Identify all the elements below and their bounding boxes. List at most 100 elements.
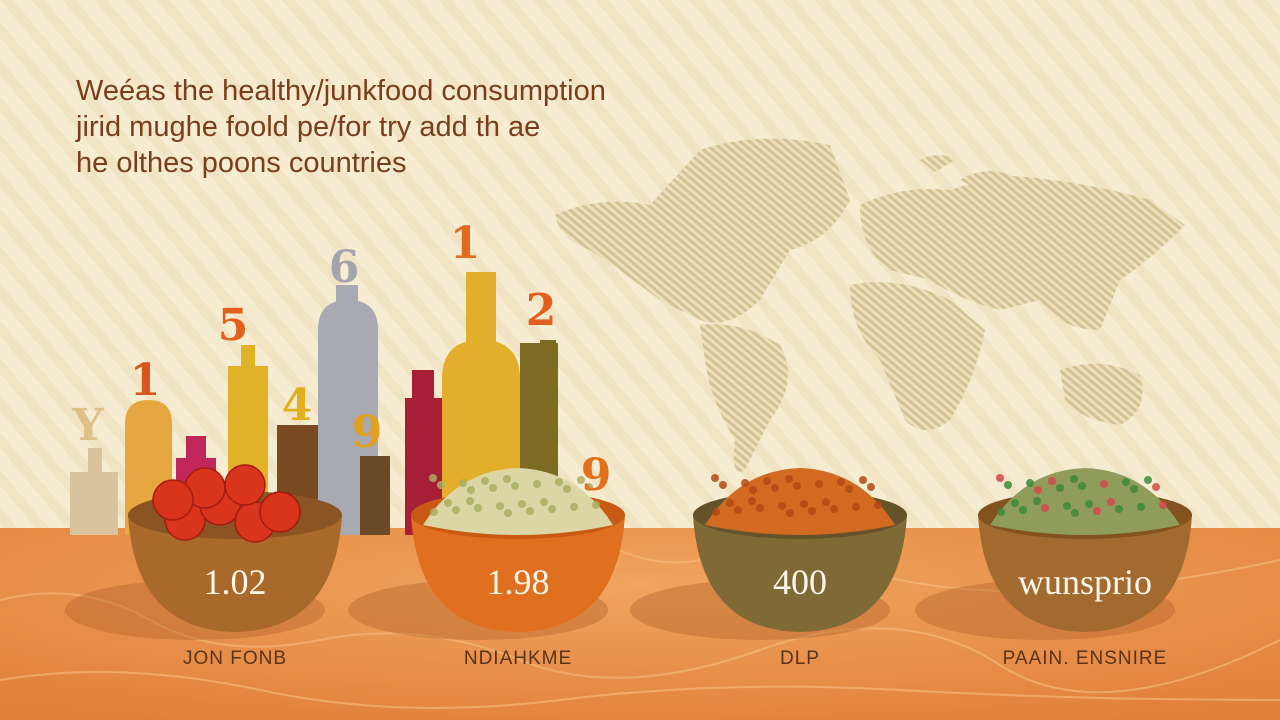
- food-bit: [1048, 477, 1056, 485]
- map-north-america: [555, 138, 850, 323]
- food-bit: [1137, 503, 1145, 511]
- food-bit: [830, 505, 838, 513]
- bottle: [70, 472, 118, 535]
- food-bit: [592, 501, 600, 509]
- map-eurasia: [860, 175, 1185, 330]
- food-bit: [1152, 483, 1160, 491]
- bottle-number: 6: [329, 242, 360, 293]
- food-bit: [1063, 502, 1071, 510]
- title-line: jirid mughe foold pe/for try add th ae: [75, 111, 540, 143]
- food-bit: [474, 504, 482, 512]
- map-australia: [1060, 363, 1143, 425]
- bowl-label: 1.98: [487, 562, 550, 602]
- bowls: [65, 464, 1192, 640]
- bowl-caption: DLP: [780, 648, 820, 669]
- food-bit: [1122, 478, 1130, 486]
- food-bit: [741, 479, 749, 487]
- food-bit: [555, 478, 563, 486]
- food-bit: [712, 508, 720, 516]
- food-bit: [1078, 482, 1086, 490]
- food-bit: [711, 474, 719, 482]
- food-bit: [726, 499, 734, 507]
- bowl-caption: PAAIN. ENSNIRE: [1003, 648, 1168, 669]
- food-bit: [1056, 484, 1064, 492]
- food-bit: [429, 474, 437, 482]
- bowl: [693, 515, 907, 632]
- food-bit: [1011, 499, 1019, 507]
- food-bit: [1115, 505, 1123, 513]
- food-bit: [533, 480, 541, 488]
- bowl-label: wunsprio: [1018, 562, 1152, 602]
- tomato: [224, 464, 266, 506]
- food-bit: [548, 505, 556, 513]
- food-bit: [793, 482, 801, 490]
- bottle-number: 4: [282, 380, 313, 431]
- food-bit: [1004, 481, 1012, 489]
- food-bit: [1093, 507, 1101, 515]
- food-bit: [749, 486, 757, 494]
- food-bit: [452, 506, 460, 514]
- food-bit: [496, 502, 504, 510]
- food-bit: [837, 478, 845, 486]
- food-bit: [997, 508, 1005, 516]
- food: [705, 468, 895, 535]
- food-bit: [785, 475, 793, 483]
- food-bit: [815, 480, 823, 488]
- food-bit: [1130, 485, 1138, 493]
- food-bit: [518, 500, 526, 508]
- bowl: [411, 515, 625, 632]
- bottle-number: 1: [130, 355, 161, 406]
- map-scandinavia: [960, 171, 1010, 195]
- map-iceland: [920, 155, 955, 172]
- food-bit: [430, 508, 438, 516]
- food-bit: [1034, 486, 1042, 494]
- food-bit: [437, 481, 445, 489]
- food-bit: [1033, 497, 1041, 505]
- food-bit: [867, 483, 875, 491]
- food-bit: [1071, 509, 1079, 517]
- bottle-number: 2: [526, 285, 557, 336]
- world-map: [555, 138, 1185, 472]
- map-south-america: [700, 324, 788, 472]
- food-bit: [808, 507, 816, 515]
- bottle-number: 9: [581, 450, 612, 501]
- bowl-label: 400: [773, 562, 827, 602]
- texts: Weéas the healthy/junkfood consumption ji…: [71, 75, 1168, 669]
- map-africa: [850, 282, 985, 430]
- food-bit: [459, 479, 467, 487]
- bowl-label: 1.02: [204, 562, 267, 602]
- food-bit: [577, 476, 585, 484]
- food-bit: [1019, 506, 1027, 514]
- food-bit: [996, 474, 1004, 482]
- bottle-number: 5: [218, 300, 249, 351]
- food-bit: [466, 497, 474, 505]
- bowl-caption: JON FONB: [183, 648, 287, 669]
- food-bit: [778, 502, 786, 510]
- food-bit: [526, 507, 534, 515]
- bowl: [978, 515, 1192, 632]
- crack: [0, 671, 1280, 709]
- food-bit: [585, 483, 593, 491]
- food-bit: [756, 504, 764, 512]
- food-bit: [719, 481, 727, 489]
- food-bit: [1041, 504, 1049, 512]
- food-bit: [1100, 480, 1108, 488]
- food-bit: [771, 484, 779, 492]
- food-bit: [1159, 501, 1167, 509]
- title-line: he olthes poons countries: [76, 147, 407, 179]
- food-bit: [1070, 475, 1078, 483]
- food-bit: [859, 476, 867, 484]
- food-bit: [444, 499, 452, 507]
- food-bit: [511, 482, 519, 490]
- food-bit: [1085, 500, 1093, 508]
- bottle-number: 9: [352, 407, 383, 458]
- food-bit: [540, 498, 548, 506]
- bottle: [360, 456, 390, 535]
- title-line: Weéas the healthy/junkfood consumption: [76, 75, 606, 107]
- food-bit: [563, 485, 571, 493]
- food-bit: [467, 486, 475, 494]
- food-bit: [489, 484, 497, 492]
- crack: [0, 592, 1280, 694]
